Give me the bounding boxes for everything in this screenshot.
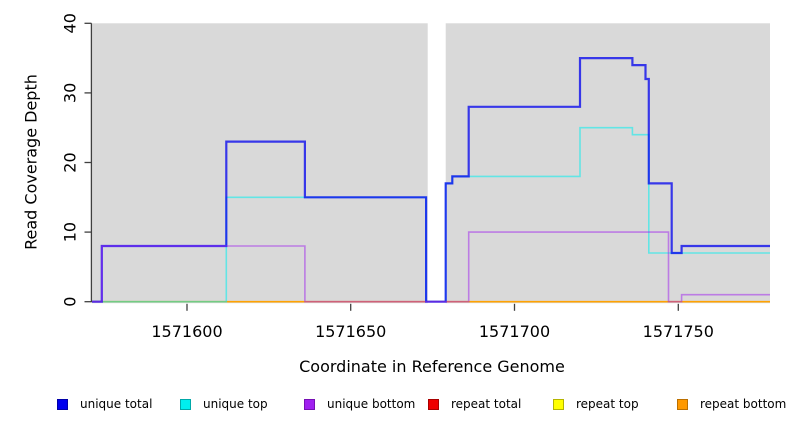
legend-item-unique-top: unique top	[180, 397, 268, 411]
y-tick-label: 0	[61, 297, 80, 307]
legend-swatch-icon-repeat-top	[553, 398, 564, 410]
legend-swatch-icon-unique-bottom	[304, 398, 315, 410]
legend-item-unique-bottom: unique bottom	[304, 397, 415, 411]
x-tick-label: 1571750	[643, 322, 714, 341]
legend-swatch-icon-unique-top	[180, 398, 191, 410]
legend: unique total unique top unique bottom repea…	[0, 397, 792, 419]
legend-label-repeat-bottom: repeat bottom	[700, 397, 787, 411]
x-axis-title: Coordinate in Reference Genome	[299, 357, 565, 376]
series-line-unique-bottom	[92, 231, 770, 303]
legend-swatch-icon-unique-total	[57, 398, 68, 410]
x-tick-label: 1571650	[315, 322, 386, 341]
legend-label-repeat-total: repeat total	[451, 397, 522, 411]
plot-background-right	[445, 23, 770, 304]
x-tick-label: 1571600	[151, 322, 222, 341]
legend-label-unique-top: unique top	[203, 397, 268, 411]
legend-label-unique-total: unique total	[80, 397, 153, 411]
y-tick-label: 10	[61, 222, 80, 242]
legend-swatch-icon-repeat-total	[428, 398, 439, 410]
legend-item-repeat-bottom: repeat bottom	[677, 397, 786, 411]
y-tick-label: 30	[61, 83, 80, 103]
y-tick-label: 20	[61, 152, 80, 172]
plot-background-left	[92, 23, 428, 304]
legend-item-repeat-top: repeat top	[553, 397, 639, 411]
y-tick-label: 40	[61, 13, 80, 33]
coverage-plot-canvas: 0 10 20 30 40 1571600 1571650 1571700 1571750	[61, 13, 770, 341]
legend-item-unique-total: unique total	[57, 397, 152, 411]
legend-item-repeat-total: repeat total	[428, 397, 521, 411]
legend-label-repeat-top: repeat top	[576, 397, 639, 411]
legend-label-unique-bottom: unique bottom	[327, 397, 416, 411]
y-axis-title: Read Coverage Depth	[21, 74, 41, 250]
series-line-unique-total	[92, 57, 770, 303]
x-tick-label: 1571700	[479, 322, 550, 341]
legend-swatch-icon-repeat-bottom	[677, 398, 688, 410]
